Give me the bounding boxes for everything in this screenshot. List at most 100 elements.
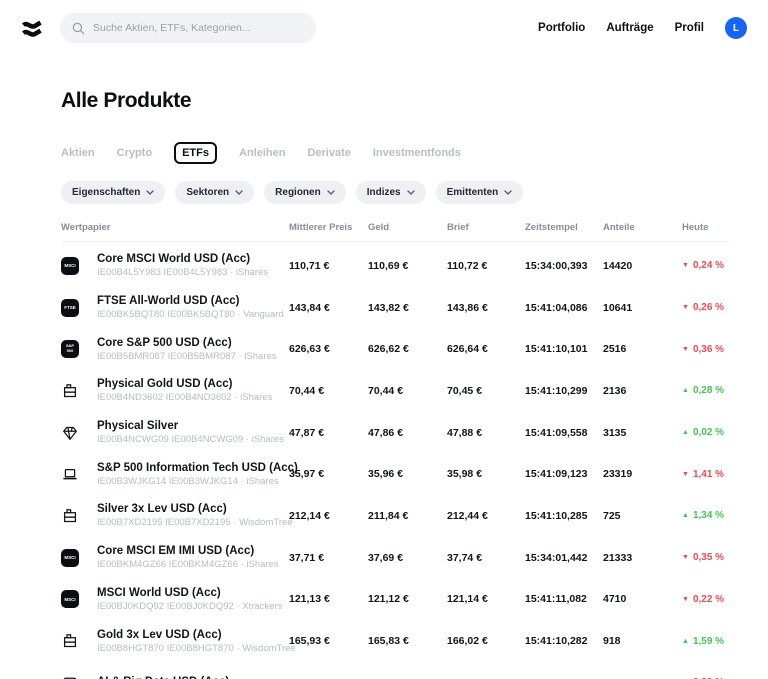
table-header: Wertpapier Mittlerer Preis Geld Brief Ze…	[61, 222, 729, 242]
change-value: 0,35 %	[692, 552, 725, 564]
security-name-block: Physical Gold USD (Acc) IE00B4ND3602 IE0…	[97, 378, 272, 403]
today-change: 0,36 %	[682, 344, 729, 355]
bid-price: 165,83 €	[368, 635, 409, 648]
timestamp: 15:34:00,393	[525, 259, 588, 272]
security-name: Gold 3x Lev USD (Acc)	[97, 628, 222, 641]
change-value: 0,26 %	[692, 302, 725, 314]
table-row-4[interactable]: Physical Silver IE00B4NCWG09 IE00B4NCWG0…	[61, 412, 729, 454]
tab-investmentfonds[interactable]: Investmentfonds	[372, 147, 461, 159]
security-name-block: AI & Big Data USD (Acc)	[97, 676, 229, 679]
ask-price: 37,74 €	[447, 551, 483, 564]
security-cell: MSCI World USD (Acc) IE00BJ0KDQ92 IE00BJ…	[61, 587, 289, 612]
col-heute[interactable]: Heute	[682, 222, 709, 233]
table-row-9[interactable]: Gold 3x Lev USD (Acc) IE00B8HGT870 IE00B…	[61, 620, 729, 662]
security-cell: FTSE All-World USD (Acc) IE00BK5BQT80 IE…	[61, 295, 289, 320]
timestamp: 15:41:11,082	[525, 593, 587, 606]
shares: 3135	[603, 426, 627, 439]
col-geld[interactable]: Geld	[368, 222, 390, 233]
security-name: FTSE All-World USD (Acc)	[97, 295, 240, 308]
filter-pill-1[interactable]: Sektoren	[175, 181, 255, 204]
filter-pill-3[interactable]: Indizes	[355, 181, 426, 204]
timestamp: 15:41:09,123	[525, 468, 588, 481]
security-name-block: Physical Silver IE00B4NCWG09 IE00B4NCWG0…	[97, 420, 284, 445]
table-row-1[interactable]: FTSE All-World USD (Acc) IE00BK5BQT80 IE…	[61, 287, 729, 329]
security-icon	[61, 382, 79, 400]
security-icon	[61, 548, 79, 567]
chevron-down-icon	[235, 190, 243, 195]
bid-price: 70,44 €	[368, 384, 404, 397]
tab-derivate[interactable]: Derivate	[307, 147, 351, 159]
table-row-2[interactable]: Core S&P 500 USD (Acc) IE00B5BMR087 IE00…	[61, 328, 729, 370]
bid-price: 47,86 €	[368, 426, 404, 439]
security-icon	[61, 632, 79, 650]
security-icon	[61, 590, 79, 609]
shares: 14420	[603, 259, 633, 272]
security-name: AI & Big Data USD (Acc)	[97, 676, 229, 679]
table-body: Core MSCI World USD (Acc) IE00B4L5Y983 I…	[61, 245, 729, 679]
mid-price: 152,12 €	[289, 677, 368, 679]
avatar[interactable]: L	[725, 17, 747, 39]
change-arrow-icon	[682, 512, 689, 519]
tab-crypto[interactable]: Crypto	[116, 147, 153, 159]
tab-aktien[interactable]: Aktien	[61, 147, 95, 159]
security-name-block: Core MSCI World USD (Acc) IE00B4L5Y983 I…	[97, 253, 268, 278]
col-anteile[interactable]: Anteile	[603, 222, 635, 233]
trade-republic-logo-icon[interactable]	[21, 17, 43, 39]
tab-etfs[interactable]: ETFs	[174, 142, 217, 164]
today-change: 0,22 %	[682, 594, 729, 605]
table-row-3[interactable]: Physical Gold USD (Acc) IE00B4ND3602 IE0…	[61, 370, 729, 412]
filter-pill-0[interactable]: Eigenschaften	[61, 181, 166, 204]
change-value: 1,34 %	[692, 510, 725, 522]
today-change: 0,24 %	[682, 260, 729, 271]
table-row-6[interactable]: Silver 3x Lev USD (Acc) IE00B7XD2195 IE0…	[61, 495, 729, 537]
search-input[interactable]: Suche Aktien, ETFs, Kategorien...	[60, 13, 316, 43]
change-arrow-icon	[682, 304, 689, 311]
ask-price: 212,44 €	[447, 509, 488, 522]
shares: 4710	[603, 593, 627, 606]
timestamp: 15:41:10,299	[525, 384, 588, 397]
nav-profil[interactable]: Profil	[674, 22, 704, 34]
table-row-7[interactable]: Core MSCI EM IMI USD (Acc) IE00BKM4GZ66 …	[61, 537, 729, 579]
security-cell: Physical Gold USD (Acc) IE00B4ND3602 IE0…	[61, 378, 289, 403]
security-isin: IE00B7XD2195 IE00B7XD2195 · WisdomTree	[97, 517, 293, 529]
filter-pill-4[interactable]: Emittenten	[435, 181, 524, 204]
table-row-0[interactable]: Core MSCI World USD (Acc) IE00B4L5Y983 I…	[61, 245, 729, 287]
topbar: Suche Aktien, ETFs, Kategorien... Portfo…	[0, 0, 768, 56]
security-icon	[61, 507, 79, 525]
security-isin: IE00B8HGT870 IE00B8HGT870 · WisdomTree	[97, 642, 296, 654]
security-name: Core MSCI World USD (Acc)	[97, 253, 251, 266]
security-isin: IE00B4L5Y983 IE00B4L5Y983 · iShares	[97, 267, 269, 279]
col-brief[interactable]: Brief	[447, 222, 469, 233]
security-name-block: Core MSCI EM IMI USD (Acc) IE00BKM4GZ66 …	[97, 545, 279, 570]
col-mittlerer-preis[interactable]: Mittlerer Preis	[289, 222, 353, 233]
shares: 2516	[603, 343, 627, 356]
table-row-10[interactable]: AI & Big Data USD (Acc) 152,12 € 152,04 …	[61, 662, 729, 679]
filter-pill-2[interactable]: Regionen	[264, 181, 346, 204]
change-value: 1,59 %	[692, 635, 725, 647]
security-icon	[61, 465, 79, 483]
table-row-5[interactable]: S&P 500 Information Tech USD (Acc) IE00B…	[61, 453, 729, 495]
security-name-block: MSCI World USD (Acc) IE00BJ0KDQ92 IE00BJ…	[97, 587, 282, 612]
nav-auftraege[interactable]: Aufträge	[606, 22, 654, 34]
table-row-8[interactable]: MSCI World USD (Acc) IE00BJ0KDQ92 IE00BJ…	[61, 579, 729, 621]
mid-price: 212,14 €	[289, 509, 330, 522]
top-nav: Portfolio Aufträge Profil L	[538, 17, 747, 39]
ask-price: 152,20 €	[447, 677, 525, 679]
tab-anleihen[interactable]: Anleihen	[238, 147, 286, 159]
mid-price: 121,13 €	[289, 593, 330, 606]
security-icon	[61, 674, 79, 679]
ask-price: 626,64 €	[447, 343, 488, 356]
today-change: 0,28 %	[682, 385, 729, 396]
security-name: Physical Silver	[97, 420, 179, 433]
nav-portfolio[interactable]: Portfolio	[538, 22, 586, 34]
col-zeitstempel[interactable]: Zeitstempel	[525, 222, 578, 233]
security-isin: IE00B4NCWG09 IE00B4NCWG09 · iShares	[97, 434, 284, 446]
today-change: 0,83 %	[682, 677, 729, 679]
security-name-block: S&P 500 Information Tech USD (Acc) IE00B…	[97, 462, 298, 487]
timestamp: 15:34:01,094	[525, 677, 603, 679]
security-icon	[61, 298, 79, 317]
col-wertpapier[interactable]: Wertpapier	[61, 222, 111, 233]
bid-price: 110,69 €	[368, 259, 409, 272]
change-value: 0,36 %	[692, 343, 725, 355]
security-cell: Silver 3x Lev USD (Acc) IE00B7XD2195 IE0…	[61, 503, 293, 528]
